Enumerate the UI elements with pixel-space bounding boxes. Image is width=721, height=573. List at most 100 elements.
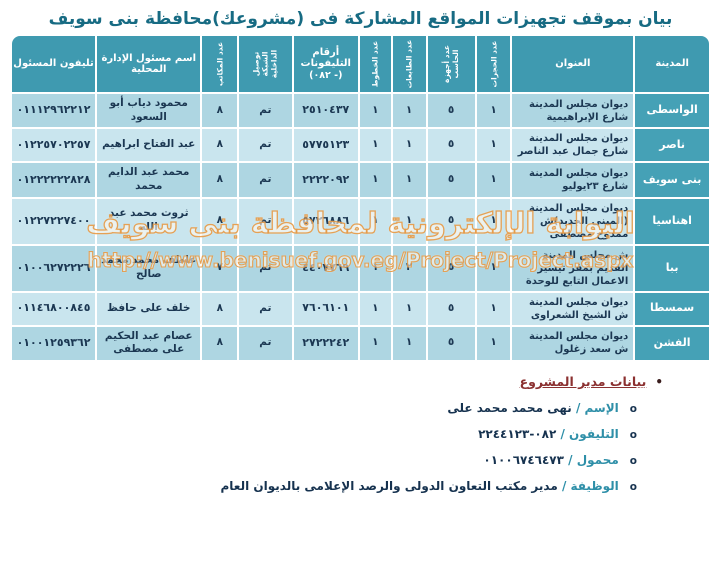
cell-manager: عصام عبد الحكيم على مصطفى (97, 326, 201, 360)
cell-city: الفشن (635, 326, 709, 360)
cell-printers: ١ (392, 198, 426, 244)
cell-lines: ١ (360, 292, 391, 325)
cell-network: تم (239, 94, 292, 128)
column-header-desks: عدد المكاتب (202, 36, 238, 92)
table-row: الواسطى ديوان مجلس المدينة شارع الإبراهيم… (12, 94, 709, 128)
cell-city: ببا (635, 245, 709, 291)
cell-address: ديوان مجلس المدينة ش سعد زغلول (512, 326, 634, 360)
cell-city: الواسطى (635, 94, 709, 128)
cell-network: تم (239, 198, 292, 244)
manager-name-label: الإسم / (575, 400, 619, 415)
cell-computers: ٥ (427, 94, 475, 128)
cell-printers: ٢ (392, 245, 426, 291)
cell-rooms: ١ (476, 245, 511, 291)
cell-address: ديوان مجلس المدينة (المبنى الجديد)ش ممدو… (512, 198, 634, 244)
rotated-header-label: توصيل الشبكة الداخلية (251, 49, 279, 79)
project-manager-section: • بيانات مدير المشروع o الإسم / نهى محمد م… (0, 374, 664, 493)
cell-manager_phone: ٠١٢٢٧٢٢٧٤٠٠ (12, 198, 96, 244)
cell-network: تم (239, 163, 292, 197)
cell-printers: ١ (392, 326, 426, 360)
cell-manager_phone: ٠١١١٢٩٦٢٢١٢ (12, 94, 96, 128)
table-row: الفشن ديوان مجلس المدينة ش سعد زغلول ١ ٥ ١ ١ ٢… (12, 326, 709, 360)
column-header-address: العنوان (512, 36, 634, 92)
rotated-header-label: عدد أجهزة الحاسب (442, 45, 461, 83)
cell-computers: ٥ (427, 198, 475, 244)
cell-lines: ١ (360, 326, 391, 360)
cell-address: ديوان مجلس المدينة شارع جمال عبد الناصر (512, 129, 634, 162)
cell-network: تم (239, 245, 292, 291)
column-header-printers: عدد الطابعات (392, 36, 426, 92)
cell-rooms: ١ (476, 292, 511, 325)
column-header-computers: عدد أجهزة الحاسب (427, 36, 475, 92)
cell-lines: ١ (360, 94, 391, 128)
table-body: الواسطى ديوان مجلس المدينة شارع الإبراهيم… (12, 94, 709, 360)
table-row: اهناسيا ديوان مجلس المدينة (المبنى الجديد… (12, 198, 709, 244)
cell-printers: ١ (392, 163, 426, 197)
column-header-phones: أرقام التليفونات (٠٨٢ -) (293, 36, 359, 92)
manager-mobile-label: محمول / (568, 452, 619, 467)
cell-computers: ٥ (427, 163, 475, 197)
cell-network: تم (239, 292, 292, 325)
cell-rooms: ١ (476, 94, 511, 128)
cell-printers: ١ (392, 129, 426, 162)
rotated-header-label: عدد الخطوط (370, 40, 380, 88)
column-header-manager: اسم مسئول الإدارة المحلية (97, 36, 201, 92)
cell-manager: محمد عبد الدايم محمد (97, 163, 201, 197)
rotated-header-label: عدد الطابعات (404, 39, 414, 89)
circle-bullet-icon: o (629, 402, 637, 415)
header-row: المدينة العنوان عدد الحجرات عدد أجهزة الحاس… (12, 36, 709, 92)
page-title: بيان بموقف تجهيزات المواقع المشاركة فى (… (48, 9, 673, 29)
project-manager-heading-line: • بيانات مدير المشروع (0, 374, 663, 389)
column-header-manager_phone: تليفون المسئول (12, 36, 96, 92)
manager-mobile-line: o محمول / ٠١٠٠٦٧٤٦٤٧٣ (0, 453, 637, 467)
cell-manager: محمود دياب أبو السعود (97, 94, 201, 128)
manager-job-value: مدير مكتب التعاون الدولى والرصد الإعلامى… (220, 478, 558, 493)
rotated-header-label: عدد الحجرات (489, 40, 499, 88)
table-row: سمسطا ديوان مجلس المدينة ش الشيخ الشعراوى… (12, 292, 709, 325)
cell-manager_phone: ٠١١٤٦٨٠٠٨٤٥ (12, 292, 96, 325)
cell-desks: ٨ (202, 129, 238, 162)
cell-lines: ١ (360, 245, 391, 291)
column-header-network: توصيل الشبكة الداخلية (239, 36, 292, 92)
cell-rooms: ١ (476, 198, 511, 244)
cell-phones: ٢٢٢٢٠٩٢ (293, 163, 359, 197)
cell-address: ديوان مجلس المدينة ش الشيخ الشعراوى (512, 292, 634, 325)
column-header-city: المدينة (635, 36, 709, 92)
cell-desks: ٧ (202, 245, 238, 291)
cell-address: ش مجلس المدينة القديم بمقر تيسير الاعمال… (512, 245, 634, 291)
cell-manager: ثروت محمد عبد الله (97, 198, 201, 244)
rotated-header-label: عدد المكاتب (215, 41, 225, 87)
cell-rooms: ١ (476, 129, 511, 162)
cell-rooms: ١ (476, 163, 511, 197)
cell-manager_phone: ٠١٠٠١٢٥٩٣٦٢ (12, 326, 96, 360)
equipment-table-wrapper: المدينة العنوان عدد الحجرات عدد أجهزة الحاس… (10, 34, 711, 362)
cell-phones: ٥٧٧٥١٢٣ (293, 129, 359, 162)
manager-phone-line: o التليفون / ٠٨٢-٢٢٤٤١٢٣ (0, 427, 637, 441)
cell-phones: ٢٧٢٢٢٤٢ (293, 326, 359, 360)
manager-mobile-value: ٠١٠٠٦٧٤٦٤٧٣ (483, 452, 564, 467)
cell-manager: عبد الفتاح ابراهيم (97, 129, 201, 162)
cell-manager: عاطف محمد محمد صالح (97, 245, 201, 291)
cell-printers: ١ (392, 94, 426, 128)
bullet-icon: • (655, 374, 663, 389)
cell-desks: ٨ (202, 198, 238, 244)
cell-address: ديوان مجلس المدينة شارع ٢٣يوليو (512, 163, 634, 197)
cell-printers: ١ (392, 292, 426, 325)
table-row: ناصر ديوان مجلس المدينة شارع جمال عبد الن… (12, 129, 709, 162)
cell-manager_phone: ٠١٢٢٥٧٠٢٢٥٧ (12, 129, 96, 162)
table-header: المدينة العنوان عدد الحجرات عدد أجهزة الحاس… (12, 36, 709, 92)
cell-network: تم (239, 129, 292, 162)
cell-lines: ١ (360, 163, 391, 197)
circle-bullet-icon: o (629, 480, 637, 493)
cell-phones: ٤٤٠٧٧٦٩ (293, 245, 359, 291)
cell-city: اهناسيا (635, 198, 709, 244)
cell-address: ديوان مجلس المدينة شارع الإبراهيمية (512, 94, 634, 128)
circle-bullet-icon: o (629, 454, 637, 467)
cell-phones: ٥٧٢٦٨٨٦ (293, 198, 359, 244)
column-header-lines: عدد الخطوط (360, 36, 391, 92)
table-row: ببا ش مجلس المدينة القديم بمقر تيسير الاع… (12, 245, 709, 291)
cell-computers: ٥ (427, 245, 475, 291)
cell-desks: ٨ (202, 163, 238, 197)
table-row: بنى سويف ديوان مجلس المدينة شارع ٢٣يوليو ١… (12, 163, 709, 197)
